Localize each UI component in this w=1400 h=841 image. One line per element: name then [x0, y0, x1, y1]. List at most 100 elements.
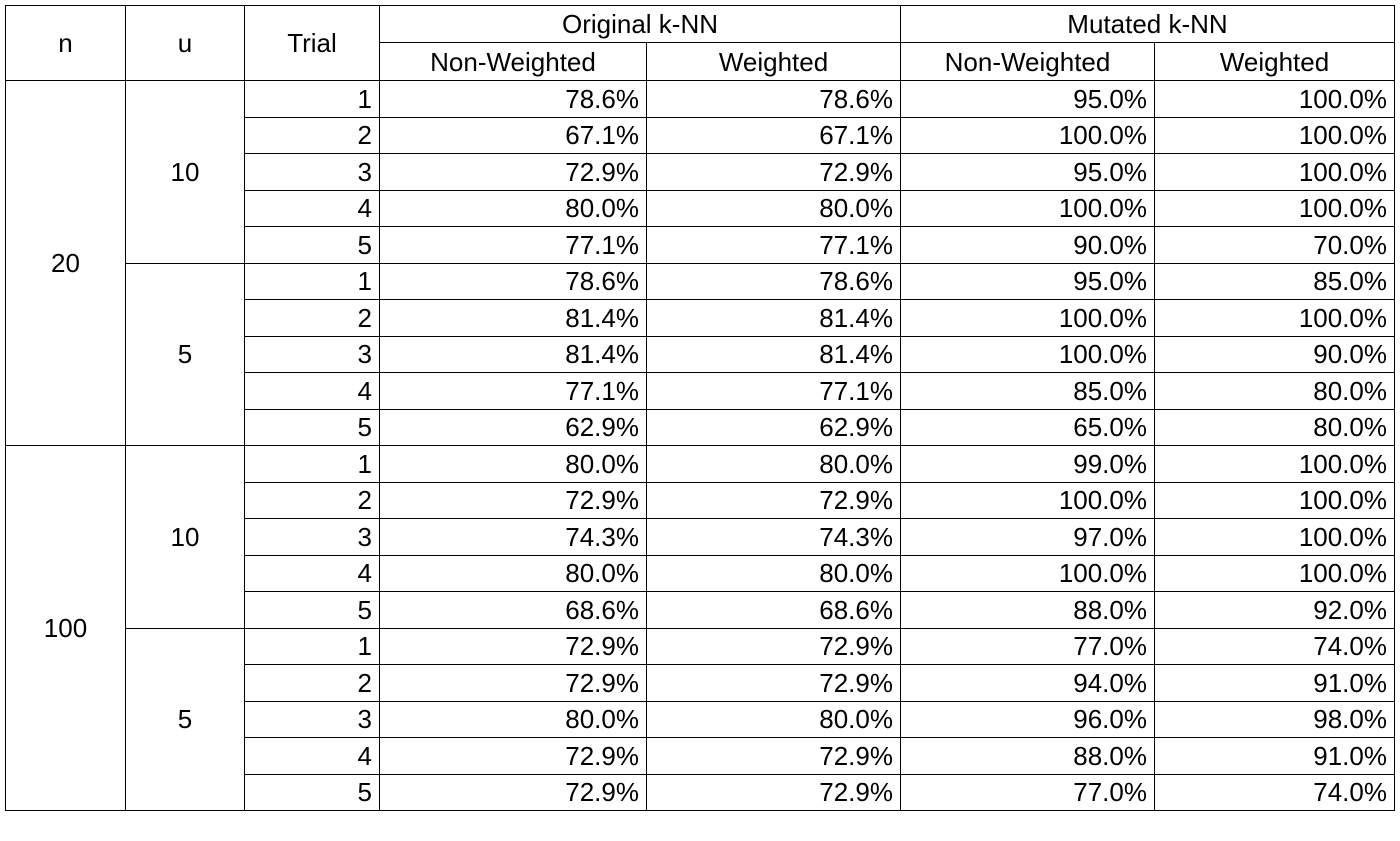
cell-trial: 2 — [244, 116, 380, 154]
cell-original-weighted: 78.6% — [646, 262, 901, 300]
cell-original-weighted: 80.0% — [646, 554, 901, 592]
cell-original-weighted: 68.6% — [646, 591, 901, 629]
column-header-mutated-weighted: Weighted — [1154, 42, 1395, 81]
table-row: 5 72.9% 72.9% 77.0% 74.0% — [6, 773, 1395, 811]
table-row: 2 72.9% 72.9% 100.0% 100.0% — [6, 481, 1395, 519]
cell-original-non-weighted: 72.9% — [379, 737, 647, 775]
cell-original-non-weighted: 72.9% — [379, 627, 647, 665]
cell-original-non-weighted: 62.9% — [379, 408, 647, 446]
cell-original-weighted: 78.6% — [646, 80, 901, 118]
cell-mutated-weighted: 91.0% — [1154, 664, 1395, 702]
cell-mutated-weighted: 74.0% — [1154, 773, 1395, 811]
cell-mutated-non-weighted: 95.0% — [900, 153, 1155, 191]
cell-mutated-non-weighted: 95.0% — [900, 80, 1155, 118]
cell-mutated-weighted: 100.0% — [1154, 481, 1395, 519]
group-header-original-knn: Original k-NN — [379, 5, 901, 43]
cell-mutated-weighted: 100.0% — [1154, 299, 1395, 337]
cell-trial: 4 — [244, 372, 380, 410]
cell-original-non-weighted: 74.3% — [379, 518, 647, 556]
cell-n: 100 — [5, 445, 126, 811]
cell-original-weighted: 72.9% — [646, 773, 901, 811]
cell-original-non-weighted: 77.1% — [379, 372, 647, 410]
table-row: 5 1 72.9% 72.9% 77.0% 74.0% — [6, 627, 1395, 811]
group-header-mutated-knn: Mutated k-NN — [900, 5, 1395, 43]
table-row: 2 72.9% 72.9% 94.0% 91.0% — [6, 664, 1395, 702]
cell-mutated-non-weighted: 100.0% — [900, 116, 1155, 154]
cell-original-weighted: 81.4% — [646, 335, 901, 373]
table-row: 3 72.9% 72.9% 95.0% 100.0% — [6, 153, 1395, 191]
cell-trial: 2 — [244, 481, 380, 519]
cell-mutated-non-weighted: 99.0% — [900, 445, 1155, 483]
cell-u: 5 — [125, 262, 245, 446]
cell-trial: 1 — [244, 445, 380, 483]
cell-original-weighted: 72.9% — [646, 737, 901, 775]
table-row: 5 1 78.6% 78.6% 95.0% 85.0% — [6, 262, 1395, 446]
cell-original-non-weighted: 72.9% — [379, 153, 647, 191]
cell-trial: 3 — [244, 335, 380, 373]
cell-mutated-weighted: 85.0% — [1154, 262, 1395, 300]
header-row-groups: n u Trial Original k-NN Mutated k-NN — [5, 5, 1395, 81]
cell-u: 5 — [125, 627, 245, 811]
cell-original-weighted: 72.9% — [646, 627, 901, 665]
cell-mutated-non-weighted: 96.0% — [900, 700, 1155, 738]
cell-original-non-weighted: 80.0% — [379, 445, 647, 483]
cell-mutated-weighted: 92.0% — [1154, 591, 1395, 629]
cell-mutated-weighted: 100.0% — [1154, 518, 1395, 556]
cell-mutated-non-weighted: 100.0% — [900, 481, 1155, 519]
cell-original-non-weighted: 77.1% — [379, 226, 647, 264]
cell-original-weighted: 80.0% — [646, 700, 901, 738]
column-header-original-weighted: Weighted — [646, 42, 901, 81]
cell-trial: 5 — [244, 591, 380, 629]
header-row-columns: Non-Weighted Weighted Non-Weighted Weigh… — [6, 42, 1395, 81]
cell-mutated-non-weighted: 100.0% — [900, 299, 1155, 337]
cell-trial: 3 — [244, 518, 380, 556]
cell-mutated-weighted: 90.0% — [1154, 335, 1395, 373]
cell-mutated-weighted: 98.0% — [1154, 700, 1395, 738]
cell-original-non-weighted: 80.0% — [379, 700, 647, 738]
table-row: 4 80.0% 80.0% 100.0% 100.0% — [6, 554, 1395, 592]
cell-trial: 1 — [244, 262, 380, 300]
cell-mutated-weighted: 100.0% — [1154, 189, 1395, 227]
cell-trial: 4 — [244, 737, 380, 775]
table-row: 20 10 1 78.6% 78.6% 95.0% 100.0% — [5, 80, 1395, 446]
cell-original-non-weighted: 72.9% — [379, 481, 647, 519]
table-row: 4 72.9% 72.9% 88.0% 91.0% — [6, 737, 1395, 775]
column-header-u: u — [125, 5, 245, 81]
column-header-original-non-weighted: Non-Weighted — [379, 42, 647, 81]
cell-original-weighted: 72.9% — [646, 481, 901, 519]
cell-trial: 2 — [244, 299, 380, 337]
cell-mutated-non-weighted: 88.0% — [900, 737, 1155, 775]
cell-trial: 5 — [244, 773, 380, 811]
cell-n: 20 — [5, 80, 126, 446]
cell-mutated-non-weighted: 94.0% — [900, 664, 1155, 702]
cell-mutated-non-weighted: 95.0% — [900, 262, 1155, 300]
cell-mutated-weighted: 80.0% — [1154, 408, 1395, 446]
table-row: 4 77.1% 77.1% 85.0% 80.0% — [6, 372, 1395, 410]
cell-trial: 5 — [244, 226, 380, 264]
column-header-trial: Trial — [244, 5, 380, 81]
cell-mutated-weighted: 100.0% — [1154, 116, 1395, 154]
cell-trial: 4 — [244, 554, 380, 592]
cell-mutated-non-weighted: 77.0% — [900, 627, 1155, 665]
cell-original-non-weighted: 81.4% — [379, 335, 647, 373]
table-row: 5 62.9% 62.9% 65.0% 80.0% — [6, 408, 1395, 446]
table-row: 3 80.0% 80.0% 96.0% 98.0% — [6, 700, 1395, 738]
cell-mutated-non-weighted: 100.0% — [900, 335, 1155, 373]
cell-original-weighted: 72.9% — [646, 664, 901, 702]
cell-mutated-non-weighted: 88.0% — [900, 591, 1155, 629]
table-row: 2 67.1% 67.1% 100.0% 100.0% — [6, 116, 1395, 154]
cell-original-weighted: 80.0% — [646, 189, 901, 227]
cell-mutated-weighted: 91.0% — [1154, 737, 1395, 775]
cell-mutated-non-weighted: 100.0% — [900, 189, 1155, 227]
cell-mutated-weighted: 100.0% — [1154, 153, 1395, 191]
cell-original-non-weighted: 78.6% — [379, 80, 647, 118]
table-body: 20 10 1 78.6% 78.6% 95.0% 100.0% 2 67.1% 67.1% 100… — [5, 80, 1395, 811]
cell-original-weighted: 72.9% — [646, 153, 901, 191]
cell-trial: 2 — [244, 664, 380, 702]
cell-original-non-weighted: 80.0% — [379, 189, 647, 227]
cell-mutated-weighted: 74.0% — [1154, 627, 1395, 665]
cell-original-non-weighted: 80.0% — [379, 554, 647, 592]
cell-mutated-non-weighted: 100.0% — [900, 554, 1155, 592]
cell-mutated-non-weighted: 65.0% — [900, 408, 1155, 446]
cell-original-weighted: 62.9% — [646, 408, 901, 446]
